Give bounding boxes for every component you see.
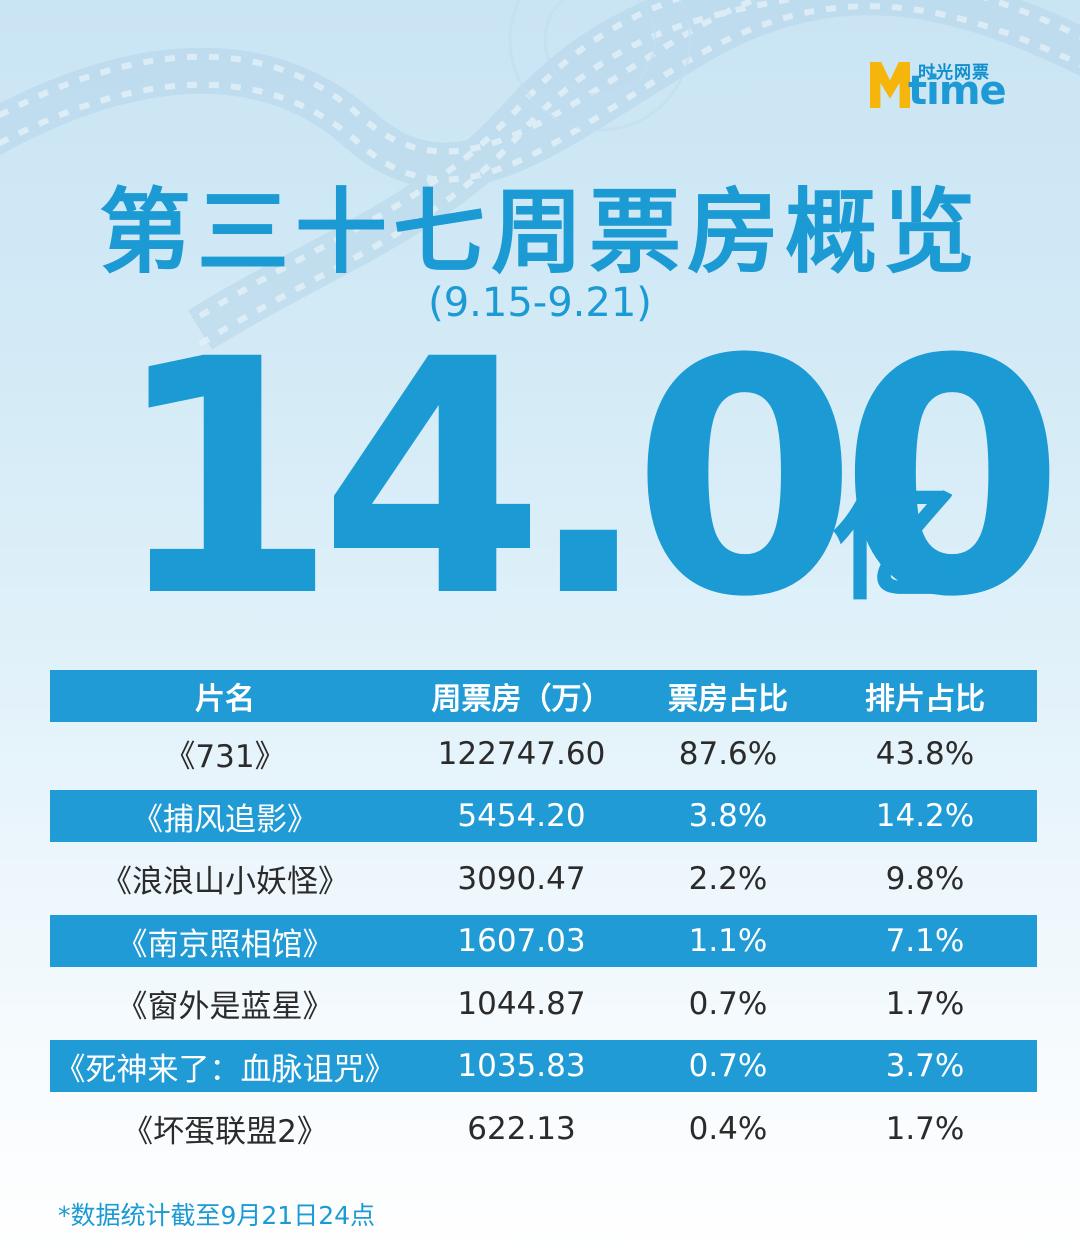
movie-title: 《731》 [164,739,286,775]
movie-title: 《捕风追影》 [132,801,318,838]
gross-share: 1.1% [688,923,768,959]
movie-title: 《死神来了：血脉诅咒》 [54,1051,396,1088]
weekly-gross: 622.13 [467,1110,576,1147]
movie-title: 《窗外是蓝星》 [116,989,334,1025]
table-row: 《死神来了：血脉诅咒》 1035.83 0.7% 3.7% [50,1040,1037,1092]
weekly-gross: 122747.60 [437,735,606,772]
header-weekly-gross: 周票房（万） [431,682,612,717]
total-box-office-value: 14.00 [112,291,1065,668]
screening-share: 1.7% [885,1110,965,1147]
weekly-gross: 1607.03 [457,923,586,959]
screening-share: 43.8% [875,735,975,772]
screening-share: 14.2% [875,798,975,834]
screening-share: 1.7% [885,985,965,1022]
gross-share: 2.2% [688,860,768,897]
weekly-gross: 3090.47 [457,860,586,897]
total-box-office-unit: 亿 [832,469,961,618]
gross-share: 3.8% [688,798,768,834]
mtime-logo: 时光网票 time [870,58,1030,114]
header-screening-share: 排片占比 [865,682,985,717]
gross-share: 87.6% [678,735,778,772]
box-office-table: 片名 周票房（万） 票房占比 排片占比 《731》 122747.60 87.6… [50,670,1037,1160]
weekly-gross: 1044.87 [457,985,586,1022]
header-gross-share: 票房占比 [668,682,788,717]
table-header-row: 片名 周票房（万） 票房占比 排片占比 [50,670,1037,722]
gross-share: 0.7% [688,985,768,1022]
footnote: *数据统计截至9月21日24点 [58,1201,376,1230]
movie-title: 《浪浪山小妖怪》 [101,864,349,900]
table-row: 《捕风追影》 5454.20 3.8% 14.2% [50,790,1037,842]
screening-share: 9.8% [885,860,965,897]
logo-m-mark [870,62,910,108]
header-title: 片名 [195,682,255,717]
table-row: 《南京照相馆》 1607.03 1.1% 7.1% [50,915,1037,967]
logo-subtitle: 时光网票 [918,63,990,83]
movie-title: 《坏蛋联盟2》 [122,1114,328,1150]
gross-share: 0.4% [688,1110,768,1147]
table-row: 《坏蛋联盟2》 622.13 0.4% 1.7% [50,1097,1037,1160]
table-row: 《窗外是蓝星》 1044.87 0.7% 1.7% [50,972,1037,1035]
weekly-gross: 5454.20 [457,798,586,834]
gross-share: 0.7% [688,1048,768,1084]
date-range: (9.15-9.21) [428,280,652,326]
screening-share: 3.7% [885,1048,965,1084]
table-row: 《浪浪山小妖怪》 3090.47 2.2% 9.8% [50,847,1037,910]
weekly-gross: 1035.83 [457,1048,586,1084]
page-title: 第三十七周票房概览 [98,179,981,286]
table-row: 《731》 122747.60 87.6% 43.8% [50,722,1037,785]
screening-share: 7.1% [885,923,965,959]
logo-wordmark: time [908,68,1007,114]
movie-title: 《南京照相馆》 [116,926,334,963]
